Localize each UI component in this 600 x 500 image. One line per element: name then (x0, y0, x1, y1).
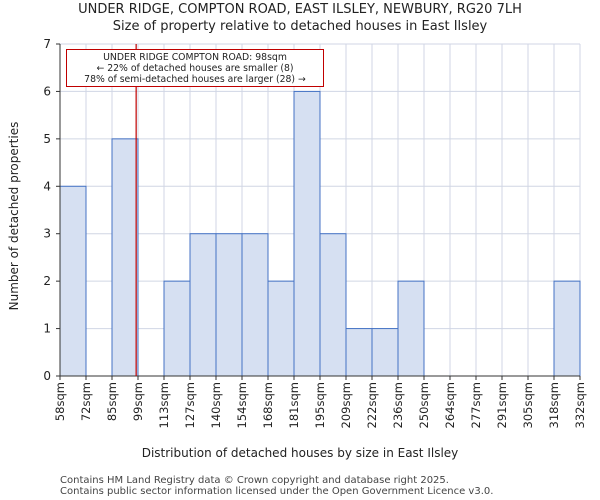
annotation-line-3: 78% of semi-detached houses are larger (… (84, 74, 306, 85)
x-tick-label: 318sqm (547, 382, 561, 428)
x-tick-label: 277sqm (469, 382, 483, 428)
y-tick-label: 4 (43, 179, 51, 193)
x-tick-label: 154sqm (235, 382, 249, 428)
x-tick-label: 236sqm (391, 382, 405, 428)
y-tick-label: 2 (43, 274, 51, 288)
annotation-line-1: UNDER RIDGE COMPTON ROAD: 98sqm (103, 52, 287, 63)
x-tick-label: 58sqm (53, 382, 67, 421)
x-tick-label: 250sqm (417, 382, 431, 428)
chart-title: UNDER RIDGE, COMPTON ROAD, EAST ILSLEY, … (78, 2, 522, 17)
x-tick-label: 222sqm (365, 382, 379, 428)
y-tick-label: 3 (43, 227, 51, 241)
bar-222sqm (371, 328, 399, 377)
bar-58sqm (59, 185, 87, 377)
bar-113sqm (163, 280, 191, 377)
bars (59, 90, 581, 377)
bar-140sqm (215, 233, 243, 377)
y-tick-labels: 0 1 2 3 4 5 6 7 (43, 37, 60, 383)
y-axis-label: Number of detached properties (7, 121, 21, 311)
x-tick-label: 195sqm (313, 382, 327, 428)
bar-154sqm (241, 233, 269, 377)
x-tick-label: 85sqm (105, 382, 119, 421)
bar-236sqm (397, 280, 425, 377)
x-tick-label: 72sqm (79, 382, 93, 421)
bar-168sqm (267, 280, 295, 377)
y-tick-label: 0 (43, 369, 51, 383)
x-tick-label: 291sqm (495, 382, 509, 428)
bar-318sqm (553, 280, 581, 377)
chart-subtitle: Size of property relative to detached ho… (112, 19, 488, 34)
x-tick-label: 332sqm (573, 382, 587, 428)
annotation-line-2: ← 22% of detached houses are smaller (8) (96, 63, 294, 74)
x-tick-labels: 58sqm 72sqm 85sqm 99sqm 113sqm 127sqm 140sqm 15… (53, 376, 587, 428)
attribution-line-2: Contains public sector information licen… (60, 486, 494, 497)
y-tick-label: 5 (43, 132, 51, 146)
bar-195sqm (319, 233, 347, 377)
x-tick-label: 181sqm (287, 382, 301, 428)
x-tick-label: 209sqm (339, 382, 353, 428)
x-tick-label: 113sqm (157, 382, 171, 428)
x-tick-label: 264sqm (443, 382, 457, 428)
x-tick-label: 127sqm (183, 382, 197, 428)
annotation-box: UNDER RIDGE COMPTON ROAD: 98sqm ← 22% of… (66, 49, 324, 87)
x-axis-label: Distribution of detached houses by size … (141, 446, 459, 460)
y-tick-label: 1 (43, 322, 51, 336)
bar-127sqm (189, 233, 217, 377)
x-tick-label: 99sqm (131, 382, 145, 421)
x-tick-label: 168sqm (261, 382, 275, 428)
attribution-line-1: Contains HM Land Registry data © Crown c… (60, 475, 449, 486)
x-tick-label: 140sqm (209, 382, 223, 428)
x-tick-label: 305sqm (521, 382, 535, 428)
y-tick-label: 7 (43, 37, 51, 51)
bar-209sqm (345, 328, 373, 377)
bar-181sqm (293, 90, 321, 377)
y-tick-label: 6 (43, 84, 51, 98)
bar-85sqm (111, 138, 139, 377)
